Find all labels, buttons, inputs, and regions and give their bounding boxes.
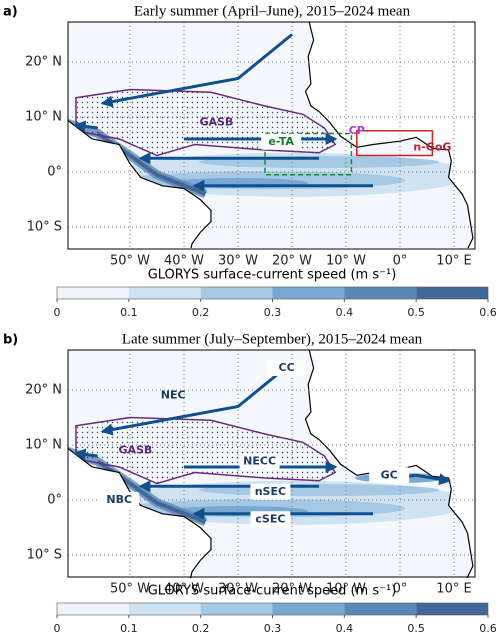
lat-label: 10° N bbox=[25, 110, 62, 125]
frame bbox=[67, 21, 476, 250]
lon-label: 40° W bbox=[164, 254, 204, 269]
region-label: cSEC bbox=[255, 512, 285, 525]
region-label: GASB bbox=[199, 116, 233, 129]
colorbar-bin bbox=[272, 603, 345, 615]
colorbar-bin bbox=[344, 287, 417, 299]
current-arrow bbox=[73, 120, 98, 133]
colorbar-tick-label: 0.1 bbox=[120, 306, 138, 319]
lat-label: 20° N bbox=[25, 383, 62, 398]
label-box bbox=[99, 492, 140, 508]
colorbar-label: GLORYS surface-current speed (m s⁻¹) bbox=[148, 268, 397, 283]
region-label: e-TA bbox=[268, 135, 294, 148]
colorbar-tick-label: 0.5 bbox=[407, 306, 425, 319]
lon-label: 10° W bbox=[326, 582, 366, 597]
region-label: CC bbox=[279, 361, 295, 374]
colorbar-tick-label: 0.5 bbox=[407, 622, 425, 635]
land bbox=[304, 22, 475, 248]
region-box bbox=[356, 130, 434, 157]
label-box bbox=[250, 511, 291, 528]
colorbar-tick-label: 0.6 bbox=[479, 306, 497, 319]
panel-label: b) bbox=[3, 333, 18, 348]
current-arrow bbox=[73, 448, 98, 461]
lon-label: 30° W bbox=[218, 254, 258, 269]
colorbar-tick-label: 0.6 bbox=[479, 622, 497, 635]
lat-label: 20° N bbox=[25, 55, 62, 70]
panel-title: Early summer (April–June), 2015–2024 mea… bbox=[134, 3, 411, 19]
colorbar-bin bbox=[416, 603, 488, 615]
lon-label: 50° W bbox=[110, 582, 150, 597]
colorbar-tick-label: 0.2 bbox=[192, 622, 210, 635]
region-label: CP bbox=[349, 124, 365, 137]
lat-label: 10° N bbox=[25, 438, 62, 453]
region-label: NBC bbox=[106, 493, 132, 506]
label-box bbox=[239, 453, 280, 470]
lat-label: 0° bbox=[47, 493, 62, 508]
region-box bbox=[264, 132, 353, 176]
lon-label: 0° bbox=[393, 582, 408, 597]
colorbar-bin bbox=[200, 603, 273, 615]
current-arrow bbox=[100, 361, 293, 436]
panel-label: a) bbox=[3, 5, 18, 20]
region-label: n-GoG bbox=[413, 140, 451, 153]
colorbar-tick-label: 0.1 bbox=[120, 622, 138, 635]
region-label: GC bbox=[381, 468, 398, 481]
colorbar-tick-label: 0.2 bbox=[192, 306, 210, 319]
colorbar-tick-label: 0.4 bbox=[336, 622, 354, 635]
colorbar-bin bbox=[416, 287, 488, 299]
colorbar-tick-label: 0.3 bbox=[264, 622, 282, 635]
label-box bbox=[266, 360, 307, 376]
colorbar-bin bbox=[57, 603, 129, 615]
label-box bbox=[261, 133, 302, 150]
lon-label: 10° E bbox=[436, 254, 471, 269]
lon-label: 10° W bbox=[326, 254, 366, 269]
current-arrow bbox=[100, 33, 293, 108]
region-label: nSEC bbox=[255, 485, 286, 498]
land bbox=[68, 447, 212, 578]
region-label: NECC bbox=[243, 455, 276, 468]
colorbar-tick-label: 0 bbox=[54, 306, 61, 319]
colorbar-tick-label: 0.4 bbox=[336, 306, 354, 319]
colorbar-bin bbox=[128, 287, 201, 299]
lat-label: 10° S bbox=[27, 220, 62, 235]
lat-label: 0° bbox=[47, 165, 62, 180]
colorbar-bin bbox=[200, 287, 273, 299]
land bbox=[304, 350, 475, 578]
panel-title: Late summer (July–September), 2015–2024 … bbox=[122, 331, 423, 347]
label-box bbox=[369, 467, 410, 484]
lon-label: 20° W bbox=[272, 582, 312, 597]
land bbox=[68, 119, 212, 248]
lon-label: 50° W bbox=[110, 254, 150, 269]
lat-label: 10° S bbox=[27, 548, 62, 563]
lon-label: 0° bbox=[393, 254, 408, 269]
lon-label: 20° W bbox=[272, 254, 312, 269]
lon-label: 10° E bbox=[436, 582, 471, 597]
lon-label: 40° W bbox=[164, 582, 204, 597]
colorbar-bin bbox=[272, 287, 345, 299]
label-box bbox=[250, 483, 291, 500]
colorbar-tick-label: 0 bbox=[54, 622, 61, 635]
colorbar-tick-label: 0.3 bbox=[264, 306, 282, 319]
colorbar-label: GLORYS surface-current speed (m s⁻¹) bbox=[148, 584, 397, 599]
lon-label: 30° W bbox=[218, 582, 258, 597]
frame bbox=[67, 349, 476, 578]
region-label: NEC bbox=[161, 389, 186, 402]
colorbar-bin bbox=[128, 603, 201, 615]
colorbar-bin bbox=[344, 603, 417, 615]
colorbar-bin bbox=[57, 287, 129, 299]
map bbox=[68, 350, 475, 578]
region-label: GASB bbox=[118, 444, 152, 457]
